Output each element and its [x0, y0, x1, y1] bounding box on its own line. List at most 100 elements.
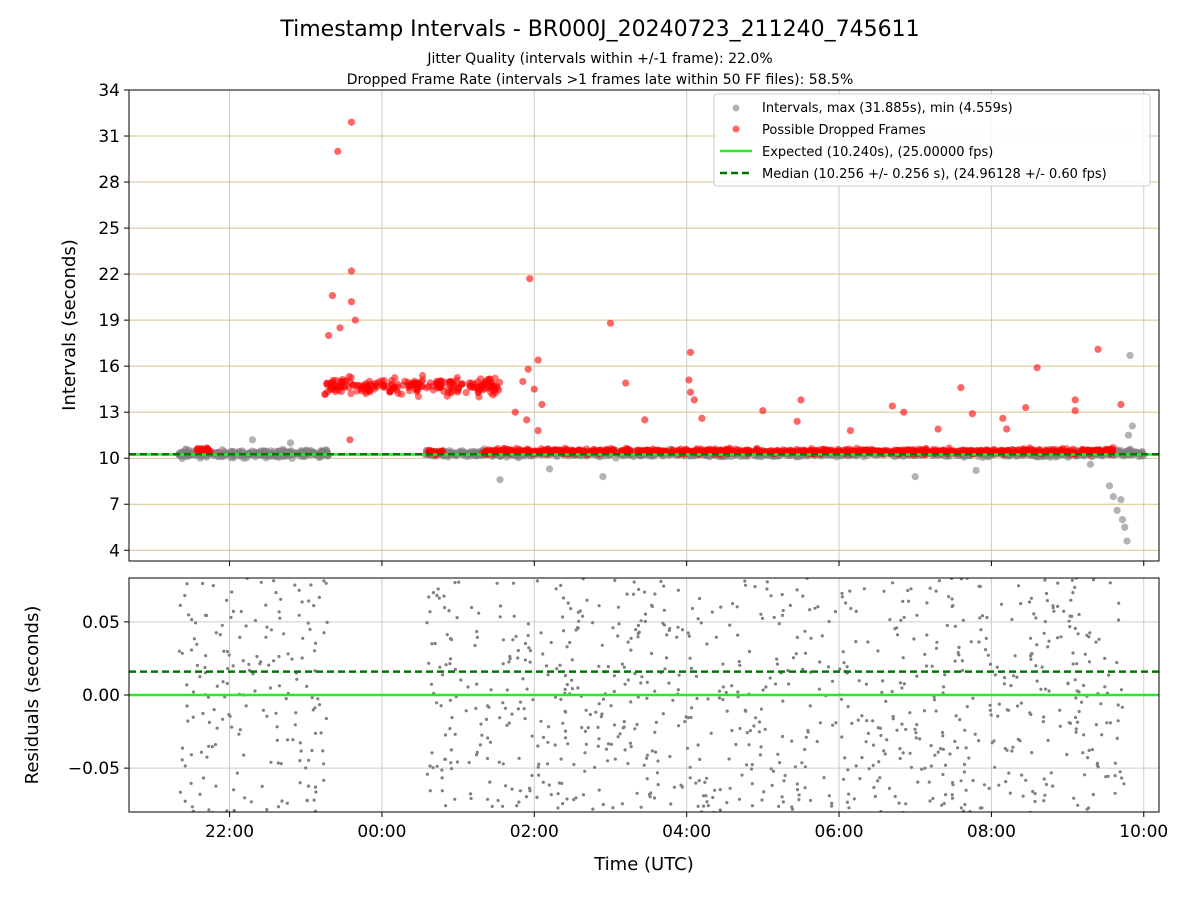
residual-point-872 — [578, 609, 582, 613]
residual-point-6 — [272, 659, 276, 663]
residual-point-829 — [453, 667, 457, 672]
residual-point-278 — [1046, 645, 1050, 649]
residual-point-177 — [295, 677, 299, 681]
residual-point-490 — [809, 567, 812, 570]
residual-point-729 — [1096, 765, 1100, 769]
residual-point-404 — [915, 674, 919, 678]
residual-point-2 — [314, 569, 317, 572]
residual-point-293 — [425, 621, 429, 625]
residuals-ytick-label-2: 0.05 — [82, 613, 120, 633]
residual-point-963 — [1046, 738, 1050, 743]
residual-point-451 — [995, 665, 999, 669]
residual-point-973 — [430, 642, 434, 646]
residual-point-545 — [659, 579, 663, 584]
residual-point-868 — [626, 761, 630, 766]
residual-point-82 — [290, 657, 294, 661]
interval-point-1726 — [1128, 422, 1136, 430]
residual-point-524 — [572, 798, 576, 802]
residual-point-614 — [1067, 828, 1070, 831]
residual-point-1012 — [916, 780, 920, 784]
residual-point-39 — [277, 610, 281, 614]
residual-point-785 — [448, 657, 453, 661]
intervals-ytick-label-10: 34 — [98, 81, 120, 101]
residual-point-915 — [864, 574, 867, 577]
residual-point-326 — [936, 750, 940, 754]
residual-point-225 — [286, 652, 290, 656]
residual-point-670 — [1032, 612, 1036, 616]
residual-point-887 — [510, 787, 514, 791]
residual-point-123 — [198, 675, 202, 679]
residual-point-243 — [999, 602, 1004, 606]
residual-point-661 — [504, 554, 507, 557]
residual-point-495 — [583, 751, 587, 755]
residual-point-1135 — [690, 606, 695, 611]
dropped-point-1064 — [534, 426, 542, 435]
residual-point-530 — [724, 690, 728, 695]
residual-point-1060 — [1003, 746, 1007, 751]
residual-point-1181 — [626, 565, 629, 568]
residual-point-44 — [241, 659, 245, 663]
residual-point-739 — [959, 779, 963, 783]
residual-point-143 — [199, 750, 203, 754]
residual-point-581 — [495, 581, 499, 585]
residual-point-562 — [1033, 792, 1037, 796]
residual-point-240 — [971, 778, 975, 783]
intervals-ytick-label-2: 10 — [98, 449, 120, 469]
residual-point-782 — [890, 690, 894, 694]
residual-point-384 — [843, 756, 847, 760]
residual-point-407 — [490, 818, 493, 821]
residual-point-895 — [899, 565, 902, 568]
residual-point-178 — [204, 574, 207, 577]
residual-point-694 — [929, 764, 934, 768]
residual-point-1252 — [951, 796, 955, 800]
residual-point-118 — [305, 798, 309, 803]
residual-point-56 — [308, 627, 312, 632]
residual-point-354 — [1037, 567, 1040, 570]
dropped-point-1023 — [868, 447, 876, 455]
residual-point-734 — [997, 702, 1001, 706]
dropped-point-972 — [576, 447, 584, 455]
residual-point-792 — [846, 705, 850, 709]
residual-point-1114 — [438, 665, 442, 669]
residual-point-684 — [993, 765, 997, 769]
residual-point-568 — [604, 747, 609, 751]
residual-point-268 — [662, 608, 667, 612]
dropped-point-1059 — [519, 377, 527, 386]
residual-point-595 — [1077, 709, 1081, 714]
residual-point-914 — [665, 815, 668, 818]
residual-point-819 — [518, 700, 523, 704]
residual-point-1088 — [795, 635, 800, 640]
residual-point-355 — [645, 696, 649, 700]
residual-point-1140 — [898, 756, 902, 761]
dropped-point-881 — [656, 447, 664, 455]
residual-point-882 — [761, 688, 765, 692]
legend-intervals-label: Intervals, max (31.885s), min (4.559s) — [762, 101, 1013, 116]
residual-point-463 — [1012, 674, 1016, 678]
residual-point-1260 — [876, 726, 880, 730]
residual-point-984 — [583, 769, 587, 773]
residual-point-559 — [526, 633, 530, 638]
residual-point-582 — [475, 682, 479, 686]
residual-point-740 — [801, 667, 805, 671]
intervals-ytick-label-0: 4 — [109, 541, 120, 561]
residual-point-321 — [572, 762, 576, 767]
residual-point-828 — [688, 776, 692, 780]
dropped-point-1056 — [606, 319, 615, 327]
dropped-point-1050 — [347, 298, 356, 306]
residual-point-736 — [706, 569, 709, 572]
residual-point-17 — [314, 790, 318, 794]
residual-point-162 — [189, 648, 194, 652]
residual-point-658 — [915, 613, 919, 617]
residual-point-231 — [694, 674, 699, 679]
residual-point-761 — [478, 743, 482, 747]
residual-point-811 — [535, 569, 538, 572]
residuals-ytick-label-1: 0.00 — [82, 686, 120, 706]
residual-point-572 — [436, 587, 440, 591]
residual-point-1057 — [639, 805, 643, 809]
residual-point-534 — [880, 690, 884, 695]
residual-point-358 — [994, 562, 997, 565]
dropped-point-1030 — [491, 446, 500, 454]
dropped-point-237 — [352, 381, 360, 389]
residual-point-1102 — [846, 768, 850, 772]
